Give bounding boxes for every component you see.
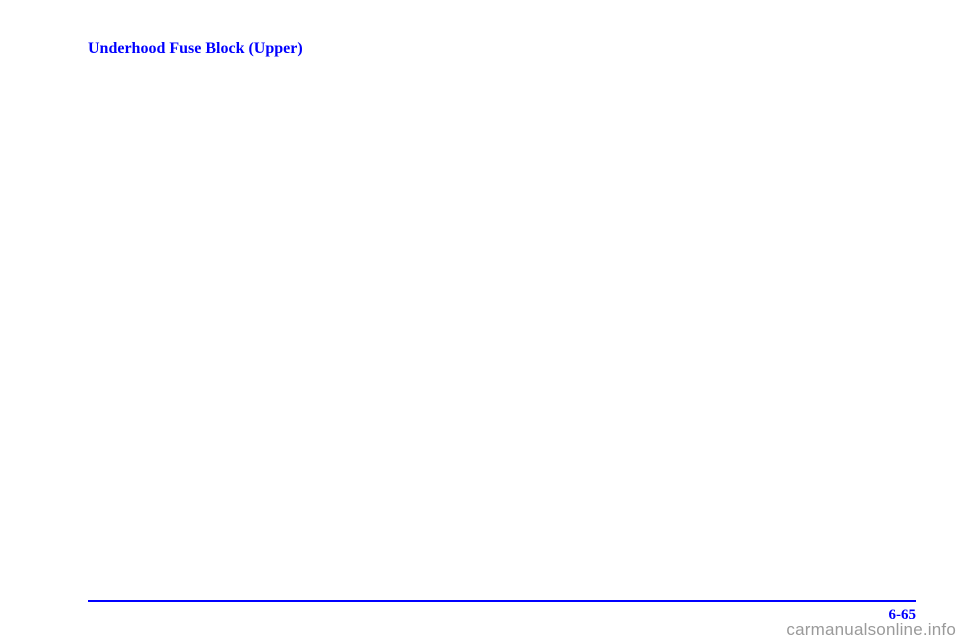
section-heading: Underhood Fuse Block (Upper) bbox=[88, 40, 303, 58]
footer-divider bbox=[88, 600, 916, 602]
watermark-text: carmanualsonline.info bbox=[786, 620, 956, 640]
